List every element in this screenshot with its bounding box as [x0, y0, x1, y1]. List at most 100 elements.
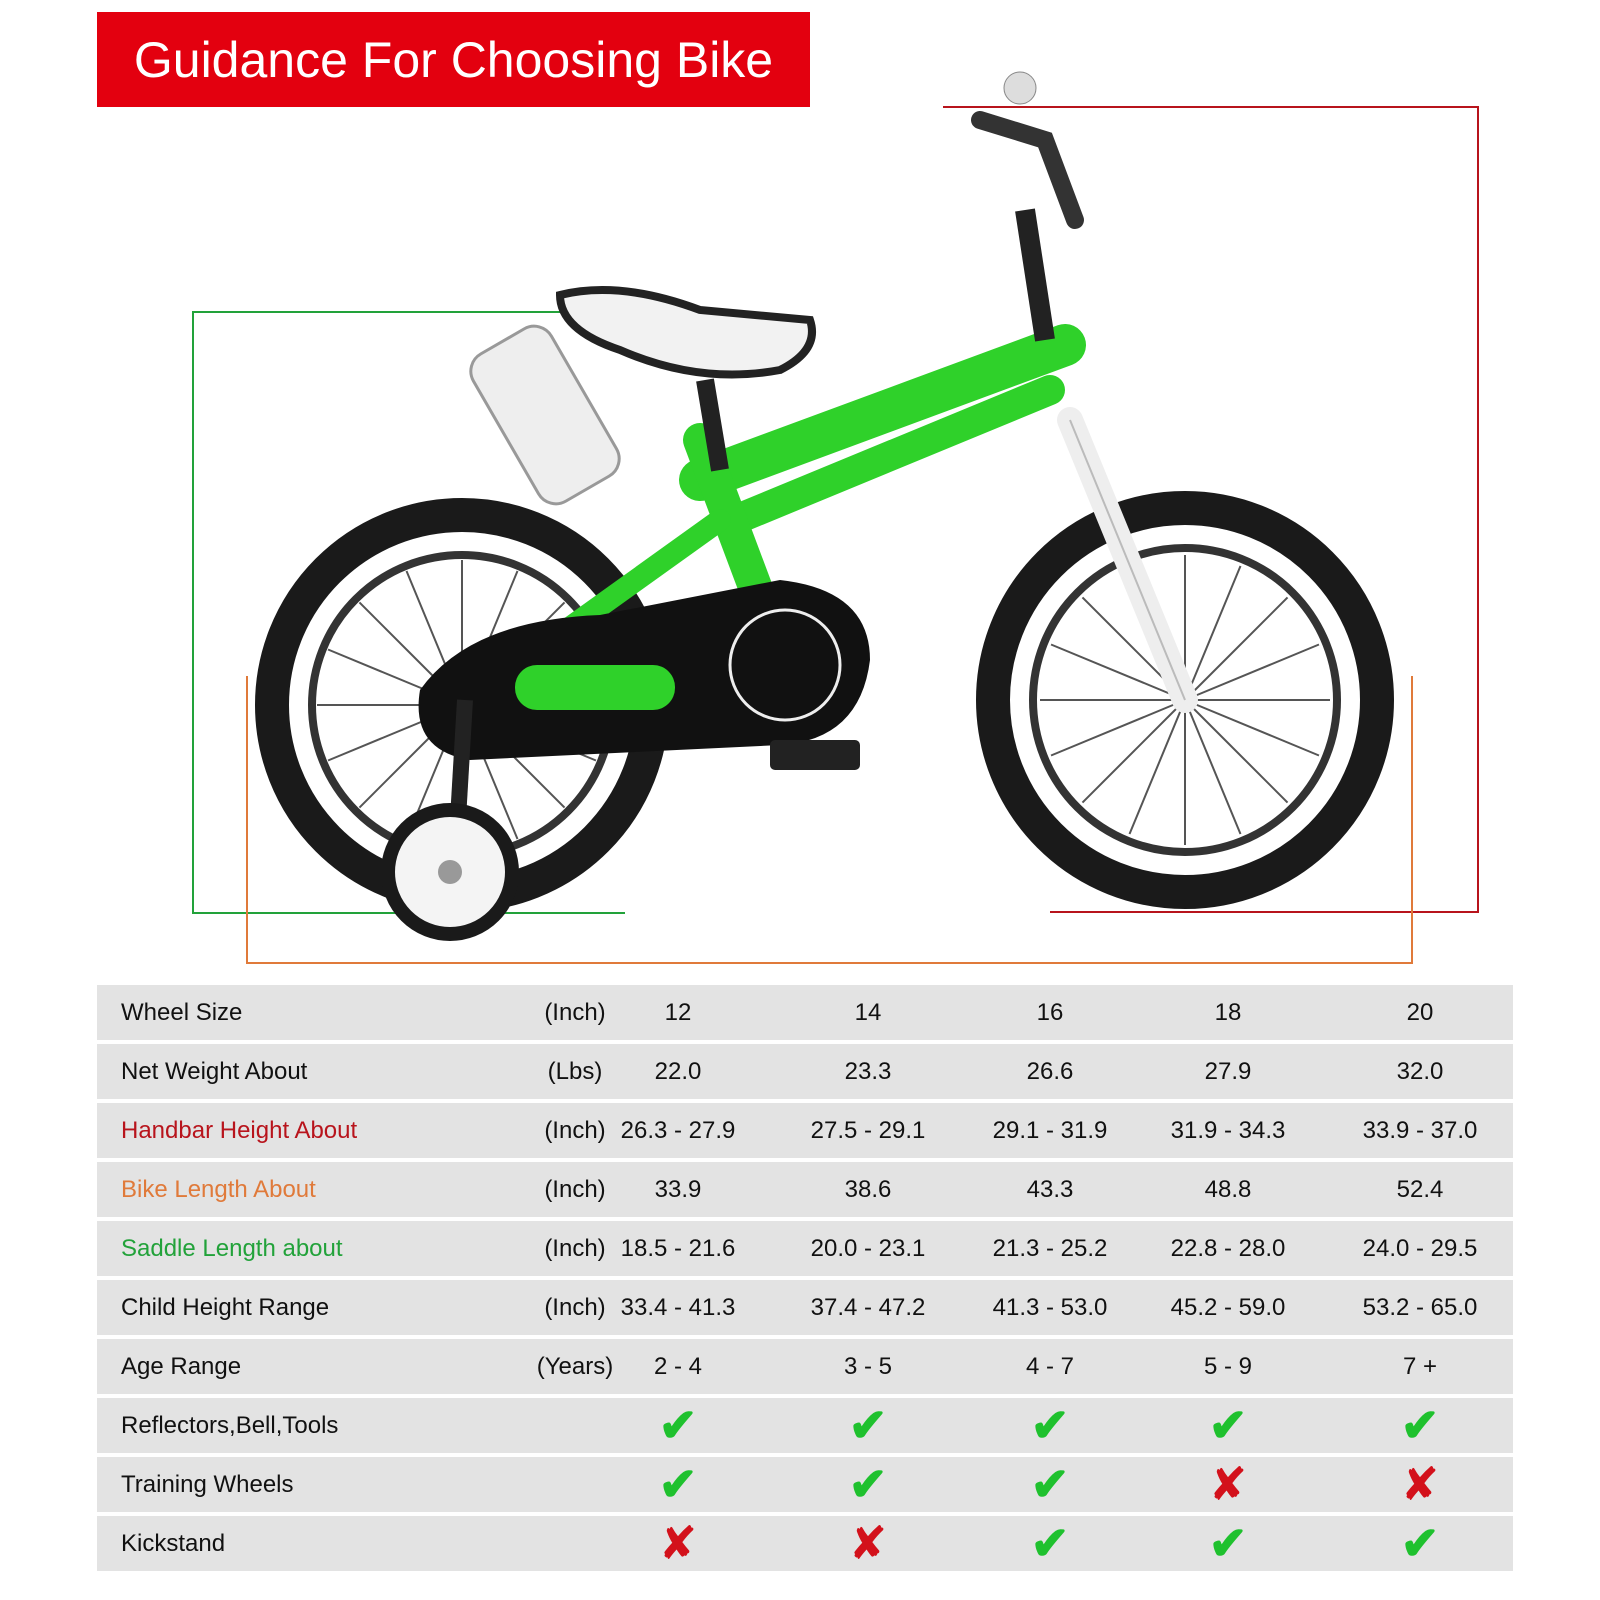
- cell-value: 22.8 - 28.0: [1170, 1234, 1286, 1262]
- spoke: [1184, 596, 1289, 701]
- cell-value: 45.2 - 59.0: [1170, 1293, 1286, 1321]
- check-icon: ✔: [1030, 1399, 1070, 1451]
- handlebar-height-bracket: [943, 106, 1479, 913]
- bike-length-bracket: [246, 676, 1413, 964]
- cell-value: 38.6: [844, 1175, 892, 1203]
- cell-value: 37.4 - 47.2: [810, 1293, 926, 1321]
- check-icon: ✔: [848, 1458, 888, 1510]
- row-label: Reflectors,Bell,Tools: [121, 1411, 339, 1439]
- table-row: Net Weight About (Lbs) 22.0 23.3 26.6 27.9 32…: [97, 1044, 1513, 1099]
- check-icon: ✔: [1030, 1458, 1070, 1510]
- cell-value: 2 - 4: [653, 1352, 703, 1380]
- spoke: [1050, 643, 1186, 701]
- pedal: [770, 740, 860, 770]
- feature-row: Reflectors,Bell,Tools ✔ ✔ ✔ ✔ ✔: [97, 1398, 1513, 1453]
- cell-value: 31.9 - 34.3: [1170, 1116, 1286, 1144]
- water-bottle: [469, 324, 621, 506]
- cell-value: 33.4 - 41.3: [620, 1293, 736, 1321]
- row-label: Child Height Range: [121, 1293, 330, 1321]
- cell-value: 12: [664, 998, 692, 1026]
- cell-value: 3 - 5: [843, 1352, 893, 1380]
- cell-value: 21.3 - 25.2: [992, 1234, 1108, 1262]
- row-label: Bike Length About: [121, 1175, 316, 1203]
- spoke: [1184, 699, 1242, 835]
- cell-value: 48.8: [1204, 1175, 1252, 1203]
- check-icon: ✔: [848, 1399, 888, 1451]
- front-wheel: [976, 491, 1394, 909]
- row-label: Net Weight About: [121, 1057, 308, 1085]
- cell-value: 33.9: [654, 1175, 702, 1203]
- table-row: Age Range (Years) 2 - 4 3 - 5 4 - 7 5 - 9 7 +: [97, 1339, 1513, 1394]
- spoke: [1184, 565, 1242, 701]
- spoke: [1128, 699, 1186, 835]
- cell-value: 43.3: [1026, 1175, 1074, 1203]
- cross-icon: ✘: [1208, 1457, 1248, 1511]
- table-row: Handbar Height About (Inch) 26.3 - 27.9 27…: [97, 1103, 1513, 1158]
- spoke: [1184, 699, 1320, 757]
- cell-value: 27.5 - 29.1: [810, 1116, 926, 1144]
- check-icon: ✔: [1208, 1517, 1248, 1569]
- check-icon: ✔: [658, 1458, 698, 1510]
- cell-value: 18: [1214, 998, 1242, 1026]
- check-icon: ✔: [1400, 1399, 1440, 1451]
- cell-value: 52.4: [1396, 1175, 1444, 1203]
- cell-value: 4 - 7: [1025, 1352, 1075, 1380]
- check-icon: ✔: [1400, 1517, 1440, 1569]
- row-unit: (Inch): [544, 1234, 606, 1262]
- handlebar: [971, 111, 1084, 229]
- cell-value: 24.0 - 29.5: [1362, 1234, 1478, 1262]
- cell-value: 20: [1406, 998, 1434, 1026]
- cell-value: 53.2 - 65.0: [1362, 1293, 1478, 1321]
- row-unit: (Inch): [544, 998, 606, 1026]
- cell-value: 16: [1036, 998, 1064, 1026]
- row-unit: (Inch): [544, 1175, 606, 1203]
- row-label: Handbar Height About: [121, 1116, 358, 1144]
- feature-row: Training Wheels ✔ ✔ ✔ ✘ ✘: [97, 1457, 1513, 1512]
- saddle: [555, 286, 816, 379]
- cell-value: 32.0: [1396, 1057, 1444, 1085]
- cell-value: 33.9 - 37.0: [1362, 1116, 1478, 1144]
- row-label: Age Range: [121, 1352, 242, 1380]
- crank: [728, 608, 842, 722]
- cell-value: 23.3: [844, 1057, 892, 1085]
- size-guide-table: Wheel Size (Inch) 12 14 16 18 20 Net Weight A…: [97, 985, 1513, 1575]
- cell-value: 27.9: [1204, 1057, 1252, 1085]
- cell-value: 29.1 - 31.9: [992, 1116, 1108, 1144]
- cell-value: 26.3 - 27.9: [620, 1116, 736, 1144]
- cell-value: 41.3 - 53.0: [992, 1293, 1108, 1321]
- spoke: [1184, 699, 1289, 804]
- bell: [1003, 71, 1037, 105]
- cross-icon: ✘: [1400, 1457, 1440, 1511]
- title-banner: Guidance For Choosing Bike: [97, 12, 810, 107]
- check-icon: ✔: [1208, 1399, 1248, 1451]
- row-label: Saddle Length about: [121, 1234, 343, 1262]
- cell-value: 7 +: [1402, 1352, 1438, 1380]
- row-unit: (Lbs): [547, 1057, 603, 1085]
- cell-value: 20.0 - 23.1: [810, 1234, 926, 1262]
- table-row: Bike Length About (Inch) 33.9 38.6 43.3 48.8…: [97, 1162, 1513, 1217]
- spoke: [1184, 643, 1320, 701]
- table-row: Child Height Range (Inch) 33.4 - 41.3 37.4…: [97, 1280, 1513, 1335]
- cell-value: 26.6: [1026, 1057, 1074, 1085]
- cell-value: 5 - 9: [1203, 1352, 1253, 1380]
- cell-value: 14: [854, 998, 882, 1026]
- cell-value: 18.5 - 21.6: [620, 1234, 736, 1262]
- spoke: [1081, 699, 1186, 804]
- row-unit: (Inch): [544, 1293, 606, 1321]
- cross-icon: ✘: [848, 1516, 888, 1570]
- feature-row: Kickstand ✘ ✘ ✔ ✔ ✔: [97, 1516, 1513, 1571]
- row-unit: (Years): [536, 1352, 614, 1380]
- check-icon: ✔: [658, 1399, 698, 1451]
- row-label: Kickstand: [121, 1529, 226, 1557]
- row-unit: (Inch): [544, 1116, 606, 1144]
- cross-icon: ✘: [658, 1516, 698, 1570]
- table-row: Saddle Length about (Inch) 18.5 - 21.6 20.…: [97, 1221, 1513, 1276]
- check-icon: ✔: [1030, 1517, 1070, 1569]
- bike-illustration: [192, 71, 1479, 964]
- row-label: Wheel Size: [121, 998, 243, 1026]
- spoke: [1050, 699, 1186, 757]
- table-row: Wheel Size (Inch) 12 14 16 18 20: [97, 985, 1513, 1040]
- row-label: Training Wheels: [121, 1470, 294, 1498]
- page-title: Guidance For Choosing Bike: [133, 31, 774, 88]
- cell-value: 22.0: [654, 1057, 702, 1085]
